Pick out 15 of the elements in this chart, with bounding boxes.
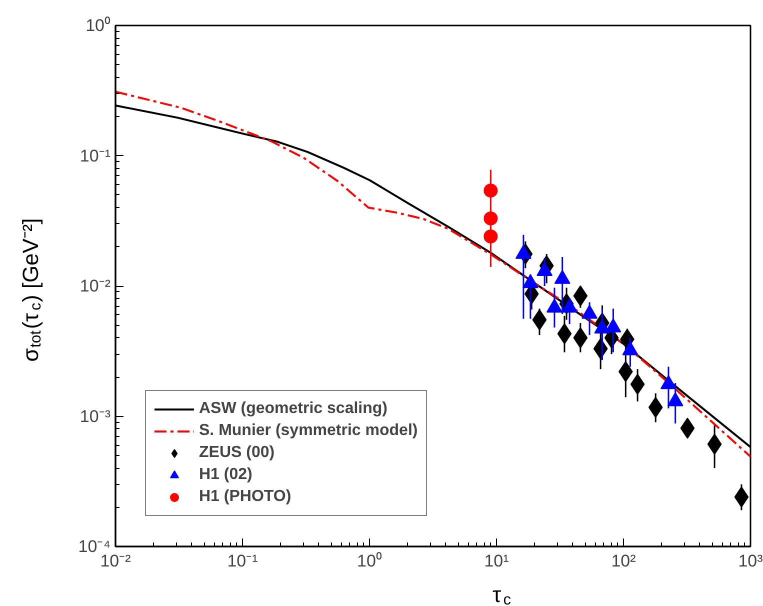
y-tick-label: 10⁻² [80, 276, 111, 296]
x-tick-label: 10⁰ [357, 552, 382, 570]
legend-label: S. Munier (symmetric model) [199, 422, 418, 440]
y-axis-title: σtot(τc) [GeV⁻²] [18, 218, 44, 362]
legend-label: H1 (PHOTO) [199, 488, 292, 506]
y-tick-label: 10⁻³ [80, 406, 111, 426]
legend-label: H1 (02) [199, 466, 252, 484]
y-tick-label: 10⁻¹ [80, 146, 111, 166]
legend-label: ASW (geometric scaling) [199, 400, 388, 418]
x-tick-label: 10¹ [484, 552, 510, 570]
x-tick-label: 10² [611, 552, 636, 570]
legend-label: ZEUS (00) [199, 444, 275, 462]
y-tick-label: 10⁰ [86, 16, 111, 35]
x-tick-label: 10⁻¹ [227, 552, 258, 570]
x-tick-label: 10³ [738, 552, 763, 570]
